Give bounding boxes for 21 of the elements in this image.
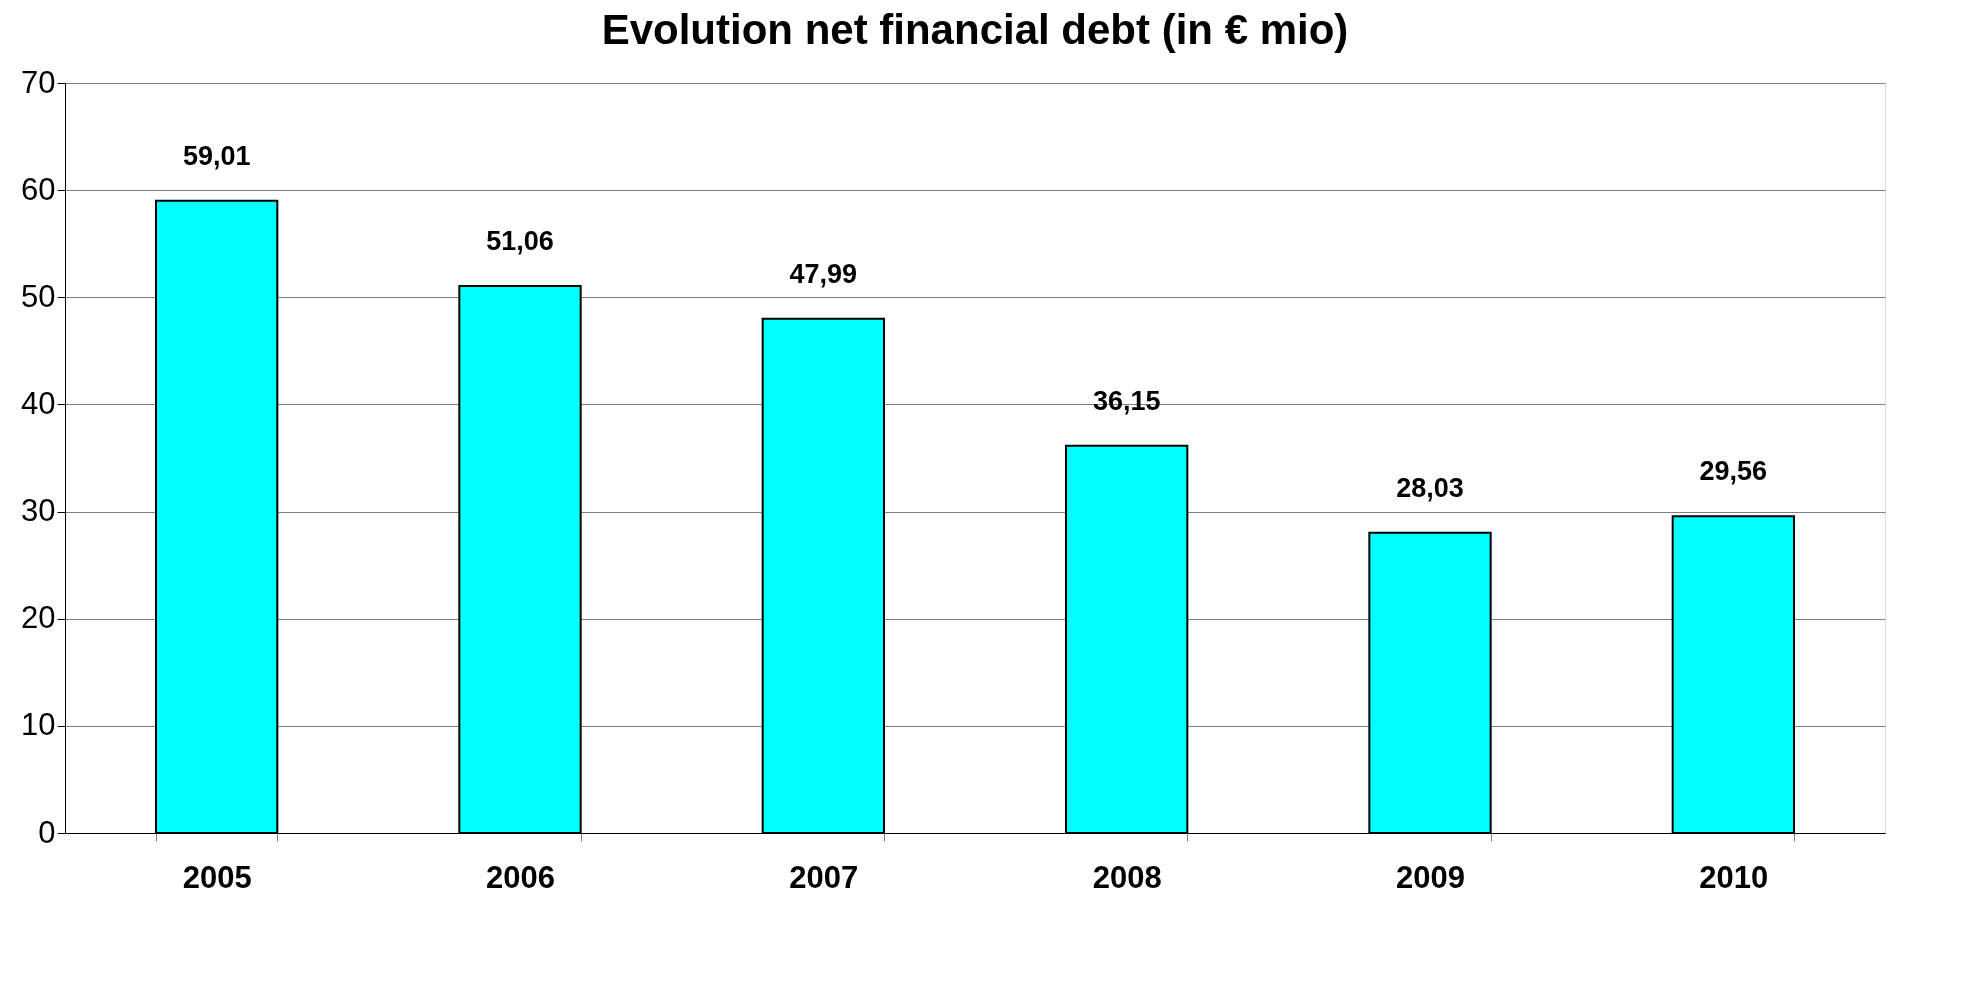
x-tick-label: 2006 — [486, 859, 555, 895]
data-label: 51,06 — [486, 225, 554, 256]
data-label: 47,99 — [789, 258, 858, 289]
data-label: 29,56 — [1699, 456, 1768, 487]
y-tick-label: 50 — [21, 278, 56, 314]
x-tick-label: 2007 — [789, 859, 859, 895]
chart-title: Evolution net financial debt (in € mio) — [601, 6, 1349, 53]
x-tick-label: 2009 — [1396, 859, 1465, 895]
y-tick-label: 0 — [38, 814, 56, 850]
y-tick-label: 20 — [21, 600, 56, 636]
y-tick-label: 60 — [21, 171, 56, 207]
data-label: 28,03 — [1396, 472, 1464, 503]
y-tick-label: 10 — [21, 707, 56, 743]
y-tick-label: 70 — [21, 64, 56, 100]
data-label: 59,01 — [182, 140, 251, 171]
y-tick-label: 40 — [21, 385, 56, 421]
x-tick-label: 2005 — [182, 859, 252, 895]
y-tick-label: 30 — [21, 493, 56, 529]
x-tick-label: 2010 — [1699, 859, 1769, 895]
data-label: 36,15 — [1092, 385, 1161, 416]
x-tick-label: 2008 — [1092, 859, 1162, 895]
